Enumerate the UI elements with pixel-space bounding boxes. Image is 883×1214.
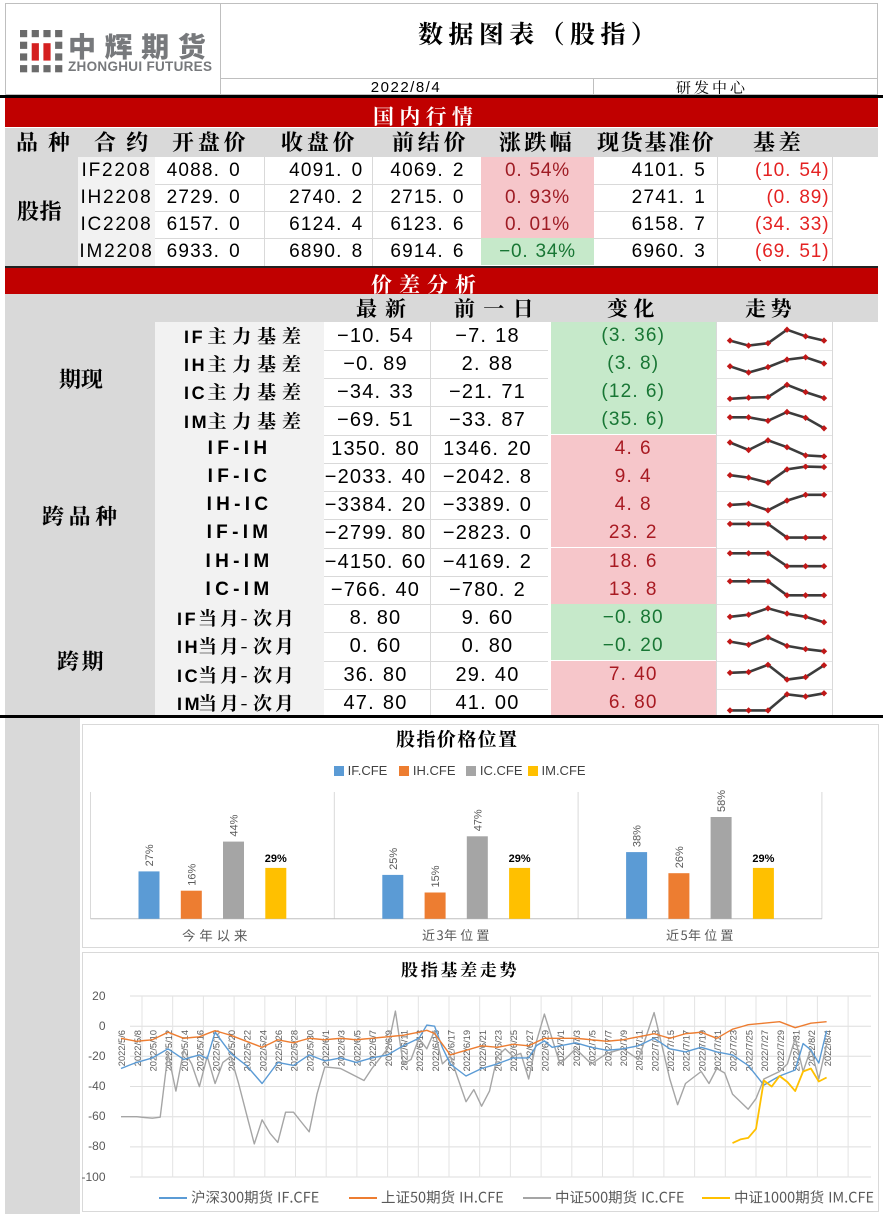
svg-text:2022/5/30: 2022/5/30 bbox=[305, 1030, 315, 1071]
svg-text:2022/7/23: 2022/7/23 bbox=[729, 1030, 739, 1071]
svg-text:2022/6/17: 2022/6/17 bbox=[447, 1030, 457, 1071]
svg-text:2022/6/7: 2022/6/7 bbox=[368, 1030, 378, 1066]
svg-text:2022/7/19: 2022/7/19 bbox=[697, 1030, 707, 1071]
svg-text:2022/5/16: 2022/5/16 bbox=[196, 1030, 206, 1071]
svg-text:2022/6/23: 2022/6/23 bbox=[494, 1030, 504, 1071]
svg-text:29%: 29% bbox=[509, 853, 531, 865]
svg-text:2022/7/3: 2022/7/3 bbox=[572, 1030, 582, 1066]
svg-text:2022/5/14: 2022/5/14 bbox=[180, 1030, 190, 1071]
svg-text:2022/7/1: 2022/7/1 bbox=[556, 1030, 566, 1066]
svg-text:2022/6/21: 2022/6/21 bbox=[478, 1030, 488, 1071]
svg-text:2022/7/21: 2022/7/21 bbox=[713, 1030, 723, 1071]
svg-text:2022/5/8: 2022/5/8 bbox=[133, 1030, 143, 1066]
svg-text:25%: 25% bbox=[388, 848, 400, 870]
svg-text:29%: 29% bbox=[265, 853, 287, 865]
svg-text:2022/6/9: 2022/6/9 bbox=[384, 1030, 394, 1066]
svg-text:2022/6/3: 2022/6/3 bbox=[337, 1030, 347, 1066]
svg-text:2022/5/10: 2022/5/10 bbox=[149, 1030, 159, 1071]
svg-text:2022/6/5: 2022/6/5 bbox=[352, 1030, 362, 1066]
svg-text:29%: 29% bbox=[752, 853, 774, 865]
svg-text:2022/7/25: 2022/7/25 bbox=[744, 1030, 754, 1071]
svg-text:2022/5/6: 2022/5/6 bbox=[117, 1030, 127, 1066]
svg-text:2022/5/20: 2022/5/20 bbox=[227, 1030, 237, 1071]
svg-text:2022/7/31: 2022/7/31 bbox=[791, 1030, 801, 1071]
svg-text:2022/8/2: 2022/8/2 bbox=[807, 1030, 817, 1066]
svg-text:15%: 15% bbox=[430, 865, 442, 887]
svg-text:2022/6/11: 2022/6/11 bbox=[399, 1030, 409, 1071]
svg-text:47%: 47% bbox=[472, 809, 484, 831]
svg-text:2022/7/27: 2022/7/27 bbox=[760, 1030, 770, 1071]
svg-text:2022/7/17: 2022/7/17 bbox=[682, 1030, 692, 1071]
svg-text:2022/5/26: 2022/5/26 bbox=[274, 1030, 284, 1071]
svg-text:2022/6/13: 2022/6/13 bbox=[415, 1030, 425, 1071]
svg-text:2022/6/25: 2022/6/25 bbox=[509, 1030, 519, 1071]
svg-text:2022/5/22: 2022/5/22 bbox=[243, 1030, 253, 1071]
svg-text:2022/6/1: 2022/6/1 bbox=[321, 1030, 331, 1066]
svg-text:58%: 58% bbox=[716, 790, 728, 812]
svg-text:2022/5/28: 2022/5/28 bbox=[290, 1030, 300, 1071]
svg-text:26%: 26% bbox=[674, 846, 686, 868]
svg-text:44%: 44% bbox=[229, 814, 241, 836]
svg-text:2022/7/13: 2022/7/13 bbox=[650, 1030, 660, 1071]
svg-text:2022/7/15: 2022/7/15 bbox=[666, 1030, 676, 1071]
svg-text:2022/7/7: 2022/7/7 bbox=[603, 1030, 613, 1066]
svg-text:16%: 16% bbox=[186, 863, 198, 885]
svg-text:2022/7/11: 2022/7/11 bbox=[635, 1030, 645, 1071]
svg-text:2022/6/27: 2022/6/27 bbox=[525, 1030, 535, 1071]
svg-text:2022/7/29: 2022/7/29 bbox=[776, 1030, 786, 1071]
svg-text:2022/5/24: 2022/5/24 bbox=[258, 1030, 268, 1071]
svg-text:2022/6/15: 2022/6/15 bbox=[431, 1030, 441, 1071]
svg-text:2022/5/12: 2022/5/12 bbox=[164, 1030, 174, 1071]
svg-text:2022/6/29: 2022/6/29 bbox=[541, 1030, 551, 1071]
svg-text:38%: 38% bbox=[632, 825, 644, 847]
svg-text:2022/5/18: 2022/5/18 bbox=[211, 1030, 221, 1071]
svg-text:2022/8/4: 2022/8/4 bbox=[823, 1030, 833, 1066]
svg-text:27%: 27% bbox=[144, 844, 156, 866]
